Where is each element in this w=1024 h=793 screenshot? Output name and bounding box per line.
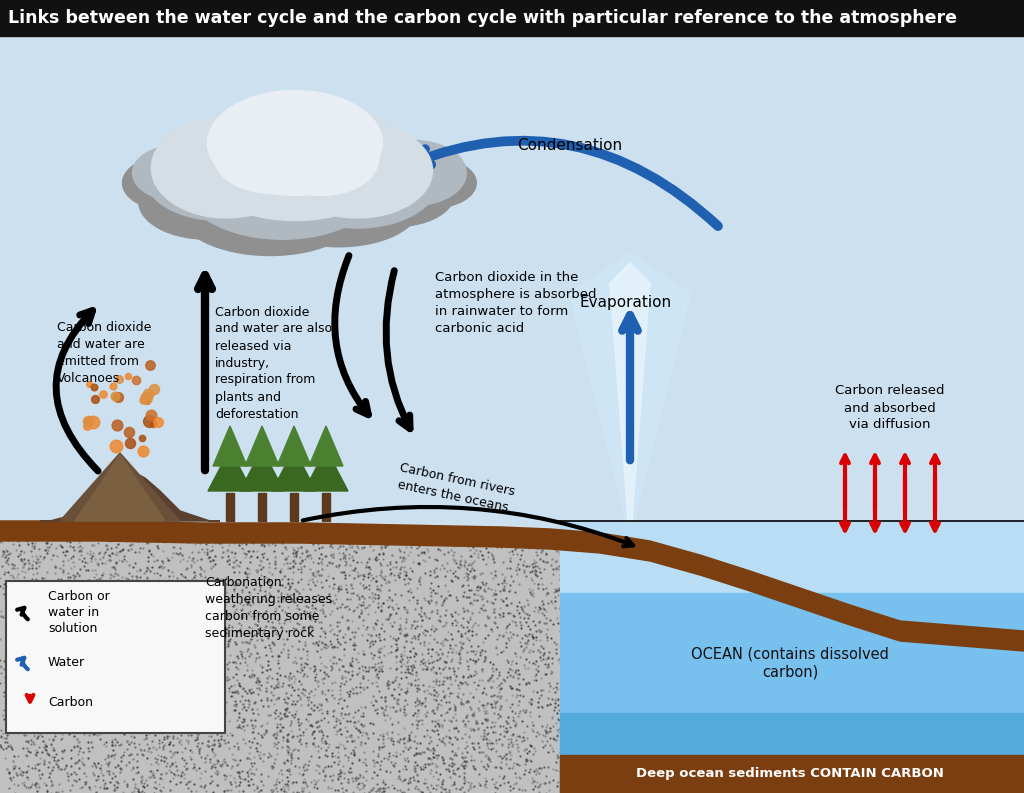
Bar [226,493,234,521]
Text: Carbon dioxide in the
atmosphere is absorbed
in rainwater to form
carbonic acid: Carbon dioxide in the atmosphere is abso… [435,271,597,335]
FancyBboxPatch shape [6,581,225,733]
Bar [560,755,1024,793]
Ellipse shape [199,105,329,190]
Polygon shape [208,449,252,491]
Polygon shape [40,465,220,521]
Polygon shape [240,449,284,491]
Text: OCEAN (contains dissolved
carbon): OCEAN (contains dissolved carbon) [691,647,889,679]
Polygon shape [304,449,348,491]
Polygon shape [309,426,343,466]
Bar [258,493,266,521]
Ellipse shape [123,155,217,210]
Text: Carbon released
and absorbed
via diffusion: Carbon released and absorbed via diffusi… [836,385,945,431]
Polygon shape [610,263,650,521]
Ellipse shape [389,158,476,208]
Text: Carbon or
water in
solution: Carbon or water in solution [48,591,110,635]
Text: Evaporation: Evaporation [580,296,672,311]
Ellipse shape [132,145,220,201]
Polygon shape [560,593,1024,793]
Polygon shape [75,455,165,521]
Polygon shape [245,426,279,466]
Ellipse shape [138,164,276,239]
Ellipse shape [257,164,420,247]
Text: Water: Water [48,657,85,669]
Ellipse shape [208,90,383,196]
Ellipse shape [188,95,401,220]
Ellipse shape [276,133,438,228]
Polygon shape [0,521,1024,793]
Ellipse shape [214,118,327,193]
Ellipse shape [335,159,455,227]
Polygon shape [60,453,180,521]
Ellipse shape [261,108,398,196]
Bar [322,493,330,521]
Text: Carbon dioxide
and water are
emitted from
Volcanoes: Carbon dioxide and water are emitted fro… [57,321,152,385]
Polygon shape [213,426,247,466]
Ellipse shape [266,121,379,196]
Text: Carbon: Carbon [48,696,93,710]
Text: Carbonation
weathering releases
carbon from some
sedimentary rock: Carbonation weathering releases carbon f… [205,576,332,640]
Ellipse shape [176,160,364,255]
Polygon shape [278,426,311,466]
Bar [0,0,1024,36]
Text: Condensation: Condensation [517,137,623,152]
Ellipse shape [283,123,432,218]
Polygon shape [570,253,690,521]
Text: Deep ocean sediments CONTAIN CARBON: Deep ocean sediments CONTAIN CARBON [636,768,944,780]
Text: Links between the water cycle and the carbon cycle with particular reference to : Links between the water cycle and the ca… [8,9,957,27]
Polygon shape [272,449,316,491]
Ellipse shape [182,127,383,239]
Ellipse shape [361,140,466,205]
Text: Carbon dioxide
and water are also
released via
industry,
respiration from
plants: Carbon dioxide and water are also releas… [215,305,332,420]
Text: Carbon from rivers
enters the oceans: Carbon from rivers enters the oceans [394,462,516,515]
Ellipse shape [145,133,295,220]
Polygon shape [560,521,1024,793]
Polygon shape [0,521,1024,651]
Bar [290,493,298,521]
Ellipse shape [152,118,301,218]
Polygon shape [560,713,1024,793]
